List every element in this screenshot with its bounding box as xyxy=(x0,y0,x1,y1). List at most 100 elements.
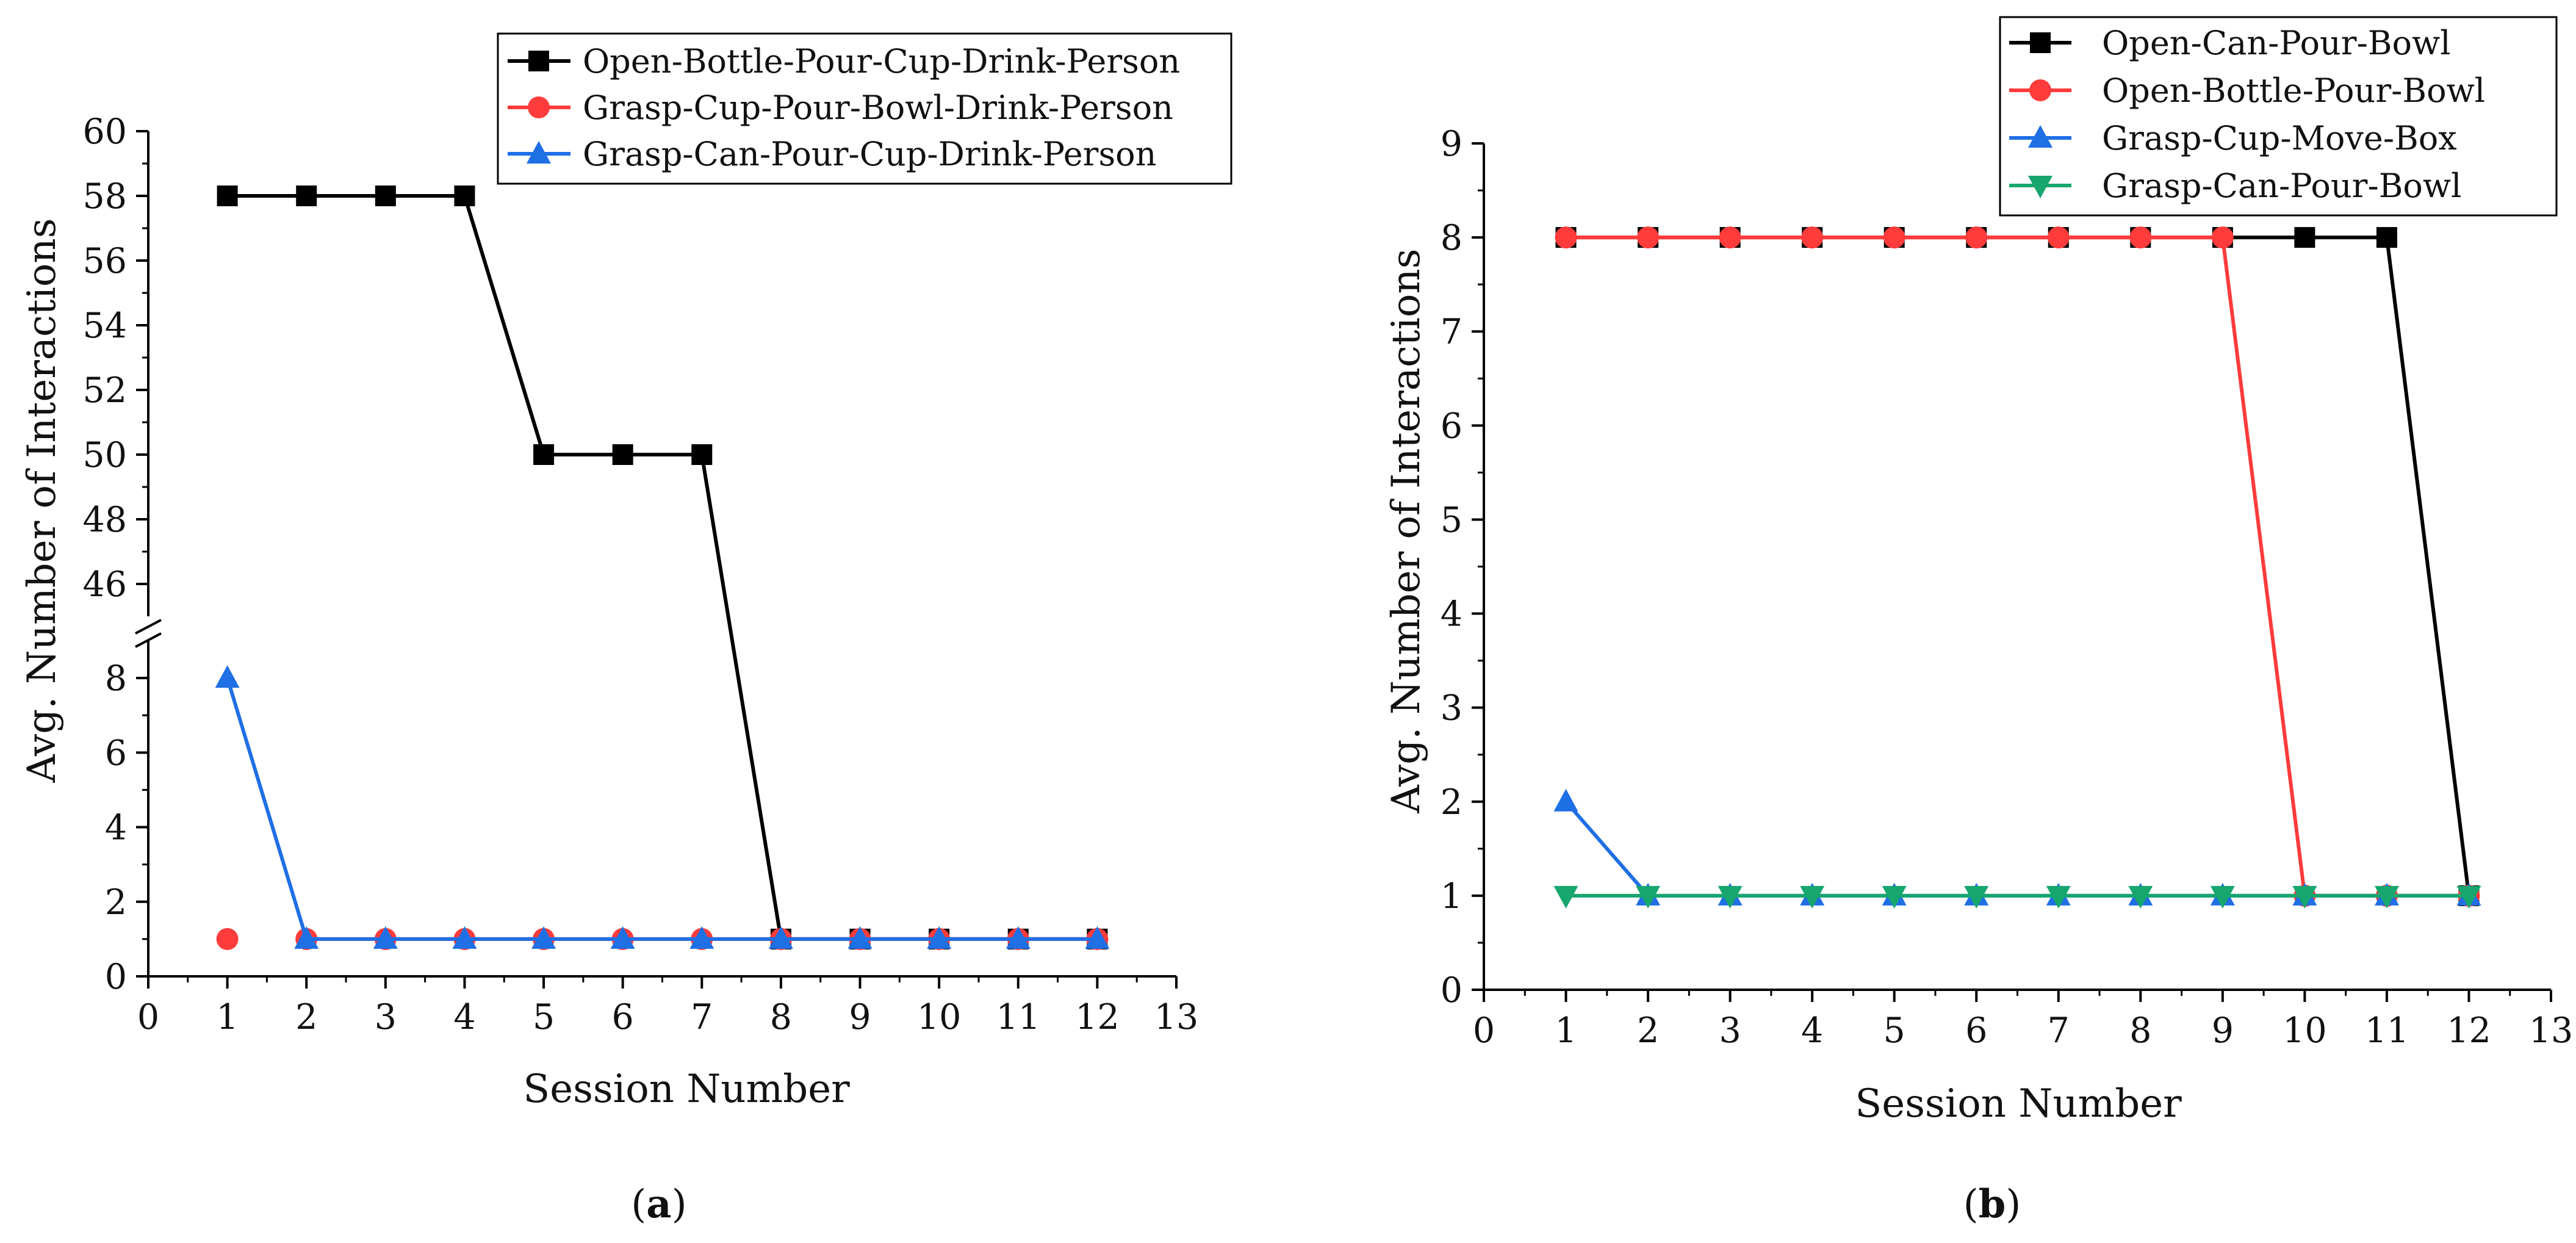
panel-a-x-tick-label: 5 xyxy=(533,997,555,1037)
panel-b-data-point xyxy=(2292,885,2317,909)
panel-a-x-tick-label: 2 xyxy=(295,997,317,1037)
panel-b-y-tick-label: 7 xyxy=(1441,312,1462,352)
panel-a-legend-marker xyxy=(527,141,551,164)
panel-a-data-point xyxy=(612,444,633,465)
panel-b-data-point xyxy=(1718,885,1743,909)
panel-b-legend-label: Grasp-Cup-Move-Box xyxy=(2102,119,2457,157)
panel-b-data-point xyxy=(1964,885,1989,909)
panel-a-legend-marker xyxy=(528,51,549,71)
panel-a-y-tick-label: 54 xyxy=(82,306,127,346)
panel-b-data-point xyxy=(2128,885,2153,909)
panel-b-data-point xyxy=(1636,885,1661,909)
panel-b-y-tick-label: 0 xyxy=(1441,970,1462,1011)
panel-a-y-tick-label: 4 xyxy=(105,808,127,848)
panel-a-data-point xyxy=(454,186,475,206)
panel-a-x-ticks: 0 1 2 3 4 5 6 7 8 9 10 11 12 13 xyxy=(137,976,1198,1037)
panel-a-x-tick-label: 8 xyxy=(770,997,792,1037)
panel-a: 0 1 2 3 4 5 6 7 8 9 10 11 12 13 024684648505254565860… xyxy=(20,32,1232,1227)
panel-b-x-tick-label: 3 xyxy=(1719,1011,1741,1051)
panel-a-data-point xyxy=(215,665,240,688)
panel-a-data-point xyxy=(689,926,714,949)
panel-b-legend-label: Open-Bottle-Pour-Bowl xyxy=(2102,71,2485,110)
panel-b-x-axis-label: Session Number xyxy=(1855,1081,2182,1126)
panel-b-y-tick-label: 2 xyxy=(1441,782,1462,823)
panel-a-x-tick-label: 10 xyxy=(917,997,962,1037)
panel-b-legend-label: Grasp-Can-Pour-Bowl xyxy=(2102,167,2461,205)
panel-b-y-tick-label: 5 xyxy=(1441,500,1462,540)
panel-a-data-point xyxy=(691,444,713,465)
panel-a-legend-label: Open-Bottle-Pour-Cup-Drink-Person xyxy=(583,42,1180,81)
panel-a-x-tick-label: 11 xyxy=(996,997,1041,1037)
panel-b-x-tick-label: 2 xyxy=(1637,1011,1659,1051)
panel-a-x-tick-label: 12 xyxy=(1075,997,1120,1037)
panel-a-y-tick-label: 56 xyxy=(82,241,127,281)
panel-a-data-point xyxy=(296,186,317,206)
panel-b-data-point xyxy=(1555,226,1577,249)
panel-b-series-line xyxy=(1566,236,2471,896)
panel-b-y-tick-label: 4 xyxy=(1441,594,1462,635)
panel-a-y-tick-label: 52 xyxy=(82,370,127,411)
panel-a-x-tick-label: 6 xyxy=(612,997,634,1037)
panel-b-legend-box xyxy=(1999,16,2558,217)
panel-a-data-point xyxy=(375,186,396,206)
panel-a-x-axis-label: Session Number xyxy=(523,1067,850,1112)
panel-b-x-tick-label: 5 xyxy=(1883,1011,1905,1051)
panel-b-legend-label: Open-Can-Pour-Bowl xyxy=(2102,24,2451,62)
panel-a-x-tick-label: 13 xyxy=(1154,997,1199,1037)
panel-a-x-tick-label: 0 xyxy=(137,997,159,1037)
panel-a-x-tick-label: 1 xyxy=(216,997,238,1037)
panel-b-data-point xyxy=(1553,885,1578,909)
panel-b-legend-marker xyxy=(2028,125,2053,148)
panel-b-y-tick-label: 1 xyxy=(1441,876,1462,917)
panel-b-series xyxy=(1553,226,2481,909)
panel-b-x-tick-label: 11 xyxy=(2365,1011,2409,1051)
panel-a-y-tick-label: 2 xyxy=(105,882,127,923)
panel-b-legend: Open-Can-Pour-Bowl Open-Bottle-Pour-Bowl G… xyxy=(2009,24,2485,205)
panel-a-y-tick-label: 0 xyxy=(105,957,127,997)
panel-b-data-point xyxy=(1637,226,1660,249)
panel-a-legend-label: Grasp-Can-Pour-Cup-Drink-Person xyxy=(583,135,1156,173)
panel-b-x-tick-label: 12 xyxy=(2447,1011,2491,1051)
panel-a-series-line xyxy=(225,677,1098,941)
panel-a-x-tick-label: 3 xyxy=(375,997,397,1037)
panel-a-y-tick-label: 58 xyxy=(82,176,127,217)
panel-a-legend-box xyxy=(497,32,1232,185)
panel-b-x-tick-label: 7 xyxy=(2048,1011,2070,1051)
panel-a-data-point xyxy=(373,926,398,949)
panel-a-x-tick-label: 9 xyxy=(849,997,871,1037)
panel-a-data-point xyxy=(531,926,556,949)
panel-a-y-tick-label: 8 xyxy=(105,658,127,699)
panel-b-x-tick-label: 6 xyxy=(1965,1011,1987,1051)
panel-b-y-ticks: 0 1 2 3 4 5 6 7 8 9 xyxy=(1441,124,1484,1011)
panel-b-data-point xyxy=(2046,885,2071,909)
panel-b-caption: (b) xyxy=(1963,1181,2021,1227)
panel-a-data-point xyxy=(452,926,477,949)
panel-b-x-tick-label: 13 xyxy=(2529,1011,2574,1051)
panel-b-data-point xyxy=(1800,885,1825,909)
panel-b-y-axis-label: Avg. Number of Interactions xyxy=(1384,248,1429,813)
panel-a-legend-label: Grasp-Cup-Pour-Bowl-Drink-Person xyxy=(583,88,1173,127)
panel-b-data-point xyxy=(2376,227,2397,248)
panel-b-x-tick-label: 9 xyxy=(2212,1011,2234,1051)
panel-a-data-point xyxy=(610,926,635,949)
panel-a-y-tick-label: 6 xyxy=(105,733,127,773)
panel-a-data-point xyxy=(217,186,238,206)
panel-b-data-point xyxy=(2374,885,2399,909)
panel-a-axis-break-mark-top xyxy=(135,619,162,635)
panel-a-axis-break-mark-bottom xyxy=(135,632,162,648)
panel-b-data-point xyxy=(1882,885,1907,909)
panel-b-y-tick-label: 6 xyxy=(1441,406,1462,446)
panel-b-x-ticks: 0 1 2 3 4 5 6 7 8 9 10 11 12 13 xyxy=(1473,990,2573,1051)
panel-a-data-point xyxy=(533,444,555,465)
panel-b-y-tick-label: 8 xyxy=(1441,218,1462,258)
panel-a-legend-marker xyxy=(528,96,550,118)
panel-a-data-point xyxy=(294,926,319,949)
panel-b-data-point xyxy=(2294,227,2315,248)
panel-a-data-point xyxy=(927,926,952,949)
panel-b-data-point xyxy=(1965,226,1988,249)
panel-b-legend-marker xyxy=(2029,79,2051,101)
panel-a-y-tick-label: 50 xyxy=(82,435,127,475)
panel-b-x-tick-label: 8 xyxy=(2129,1011,2151,1051)
